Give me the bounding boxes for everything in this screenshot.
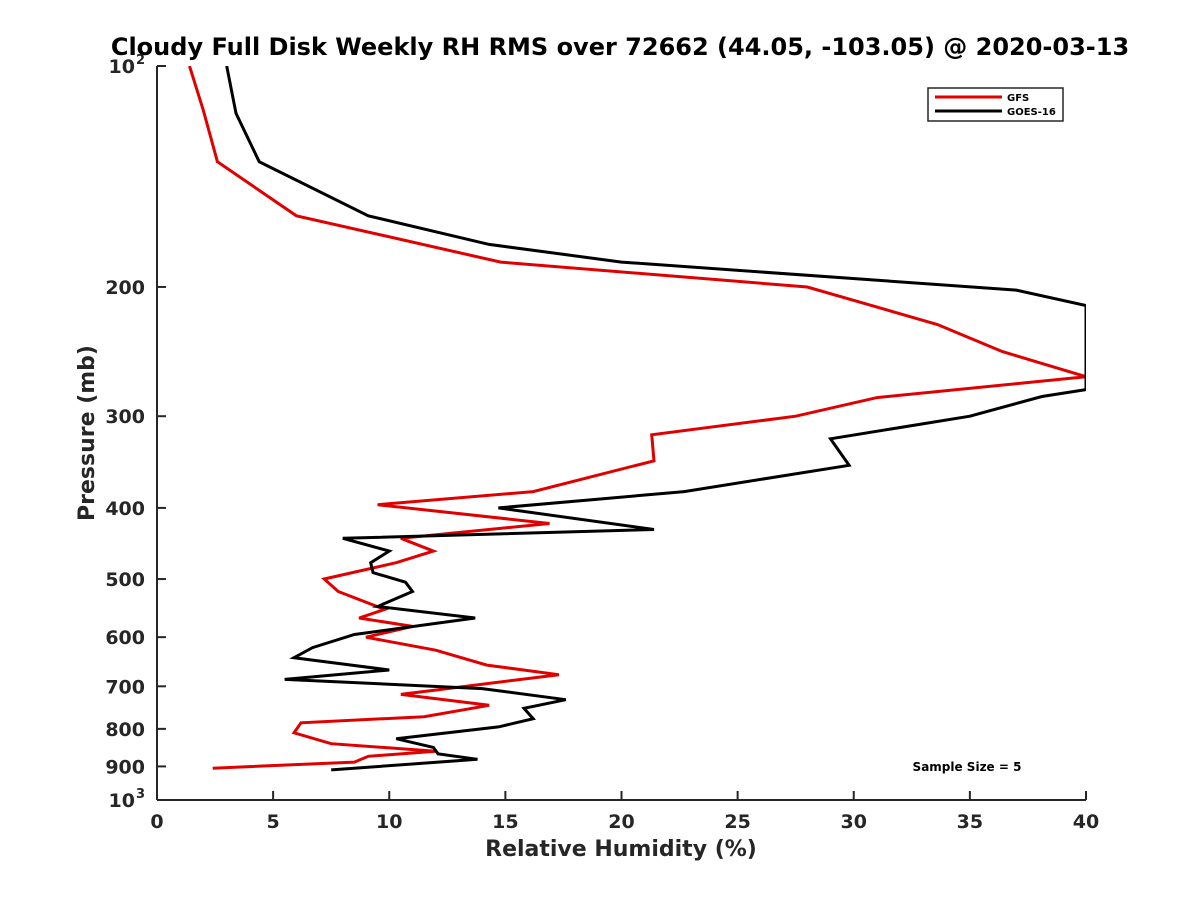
y-axis-label: Pressure (mb) <box>75 345 100 521</box>
y-tick-label: 900 <box>105 756 145 778</box>
chart-title: Cloudy Full Disk Weekly RH RMS over 7266… <box>111 33 1129 61</box>
y-tick-label: 800 <box>105 719 145 741</box>
series-line-gfs <box>188 66 1086 770</box>
y-tick-label: 600 <box>105 627 145 649</box>
plot-area: 0 5 10 15 20 25 30 35 40 10 220030040050060070080… <box>105 53 1099 833</box>
y-tick-label: 10 <box>109 790 135 812</box>
x-tick-label: 35 <box>957 811 983 833</box>
x-tick-label: 40 <box>1073 811 1099 833</box>
y-tick-exponent: 3 <box>136 787 145 802</box>
x-tick-label: 20 <box>608 811 634 833</box>
x-tick-label: 25 <box>724 811 750 833</box>
y-tick-label: 400 <box>105 498 145 520</box>
legend: GFS GOES-16 <box>927 87 1064 122</box>
x-axis-label: Relative Humidity (%) <box>485 837 757 862</box>
x-tick-label: 30 <box>841 811 867 833</box>
x-axis-ticks: 0 5 10 15 20 25 30 35 40 <box>150 791 1099 833</box>
legend-box <box>927 87 1064 122</box>
legend-label-gfs: GFS <box>1007 93 1029 104</box>
y-tick-label: 300 <box>105 406 145 428</box>
series-layer <box>188 66 1086 772</box>
x-tick-label: 15 <box>492 811 518 833</box>
y-tick-label: 200 <box>105 277 145 299</box>
sample-size-annotation: Sample Size = 5 <box>913 760 1022 774</box>
x-tick-label: 10 <box>376 811 402 833</box>
y-tick-exponent: 2 <box>136 53 145 68</box>
x-tick-label: 0 <box>150 811 163 833</box>
y-tick-label: 700 <box>105 676 145 698</box>
x-tick-label: 5 <box>267 811 280 833</box>
y-tick-label: 500 <box>105 569 145 591</box>
series-line-goes16 <box>225 66 1086 772</box>
y-tick-label: 10 <box>109 56 135 78</box>
legend-label-goes16: GOES-16 <box>1007 107 1056 118</box>
